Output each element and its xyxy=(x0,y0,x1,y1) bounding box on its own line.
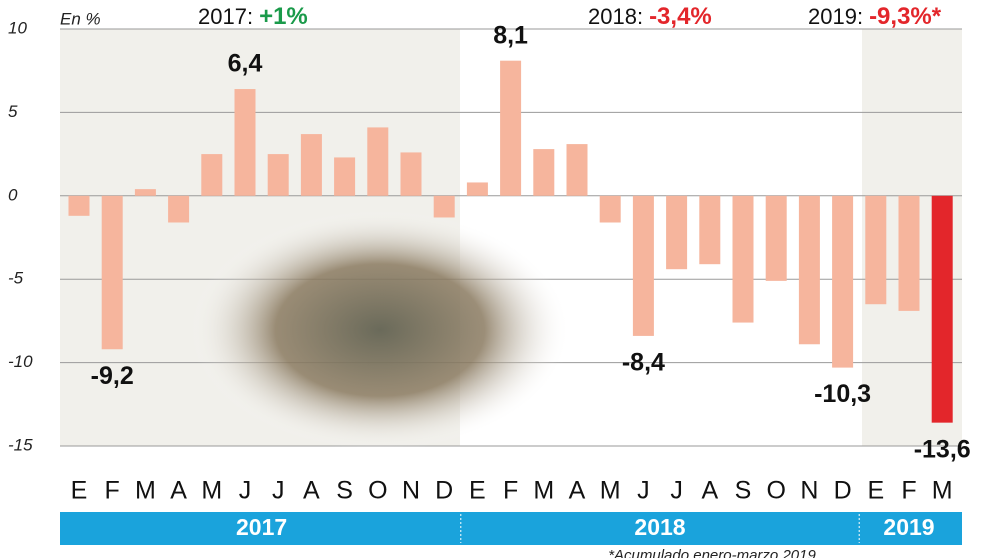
value-label: 6,4 xyxy=(228,50,263,78)
bar xyxy=(433,195,455,218)
x-tick-label: O xyxy=(766,477,785,505)
bar xyxy=(334,157,356,196)
x-tick-label: N xyxy=(402,477,420,505)
x-tick-label: A xyxy=(569,477,586,505)
bar xyxy=(533,149,555,196)
y-tick-label: 0 xyxy=(8,185,18,204)
annotation-label: 2018: xyxy=(588,4,643,29)
x-tick-label: N xyxy=(800,477,818,505)
x-tick-label: F xyxy=(105,477,120,505)
x-tick-label: M xyxy=(135,477,156,505)
bar xyxy=(68,195,90,216)
bar xyxy=(267,154,289,196)
x-tick-label: O xyxy=(368,477,387,505)
x-tick-label: M xyxy=(533,477,554,505)
annotation-change: +1% xyxy=(259,3,308,30)
x-tick-label: A xyxy=(701,477,718,505)
annotation: 2018: -3,4% xyxy=(588,3,712,30)
y-tick-label: 5 xyxy=(8,102,18,121)
x-tick-label: F xyxy=(901,477,916,505)
annotation: 2019: -9,3%* xyxy=(808,3,942,30)
bar xyxy=(300,134,322,196)
bar xyxy=(466,182,488,196)
bar xyxy=(201,154,223,196)
bar xyxy=(134,189,156,196)
x-tick-label: J xyxy=(272,477,285,505)
value-label: -13,6 xyxy=(914,435,971,463)
bar xyxy=(732,195,754,323)
x-tick-label: D xyxy=(435,477,453,505)
year-label: 2018 xyxy=(634,514,685,540)
x-tick-label: S xyxy=(735,477,752,505)
x-tick-label: D xyxy=(834,477,852,505)
annotation-label: 2019: xyxy=(808,4,863,29)
annotation-change: -3,4% xyxy=(649,3,712,30)
bar xyxy=(367,127,389,196)
x-tick-label: F xyxy=(503,477,518,505)
x-tick-label: M xyxy=(600,477,621,505)
value-label: -10,3 xyxy=(814,380,871,408)
y-tick-label: -15 xyxy=(8,435,33,454)
y-tick-label: -10 xyxy=(8,352,33,371)
x-tick-label: E xyxy=(469,477,486,505)
photo xyxy=(190,210,570,450)
x-tick-label: E xyxy=(867,477,884,505)
unit-label: En % xyxy=(60,9,101,28)
bar xyxy=(898,195,920,311)
bar xyxy=(500,60,522,196)
bar xyxy=(832,195,854,368)
annotation: 2017: +1% xyxy=(198,3,308,30)
footnote: *Acumulado enero-marzo 2019 xyxy=(608,547,816,558)
bar xyxy=(400,152,422,196)
bar xyxy=(765,195,787,281)
x-tick-label: E xyxy=(71,477,88,505)
x-tick-label: M xyxy=(932,477,953,505)
x-tick-label: S xyxy=(336,477,353,505)
y-tick-label: -5 xyxy=(8,269,24,288)
y-tick-label: 10 xyxy=(8,18,27,37)
x-tick-label: J xyxy=(637,477,650,505)
x-tick-label: J xyxy=(239,477,252,505)
value-label: -8,4 xyxy=(622,349,665,377)
bar xyxy=(798,195,820,345)
bar xyxy=(699,195,721,265)
x-tick-label: A xyxy=(303,477,320,505)
annotation-label: 2017: xyxy=(198,4,253,29)
bar xyxy=(666,195,688,270)
bar xyxy=(566,144,588,196)
bar xyxy=(101,195,123,350)
bar xyxy=(234,89,256,196)
value-label: 8,1 xyxy=(493,21,528,49)
x-tick-label: J xyxy=(670,477,683,505)
bar xyxy=(865,195,887,305)
bar xyxy=(931,195,953,423)
value-label: -9,2 xyxy=(91,362,134,390)
x-tick-label: A xyxy=(170,477,187,505)
year-label: 2017 xyxy=(236,514,287,540)
year-band xyxy=(60,512,962,545)
annotation-change: -9,3%* xyxy=(869,3,942,30)
bar xyxy=(168,195,190,223)
x-tick-label: M xyxy=(201,477,222,505)
bar xyxy=(599,195,621,223)
year-label: 2019 xyxy=(883,514,934,540)
bar xyxy=(632,195,654,336)
